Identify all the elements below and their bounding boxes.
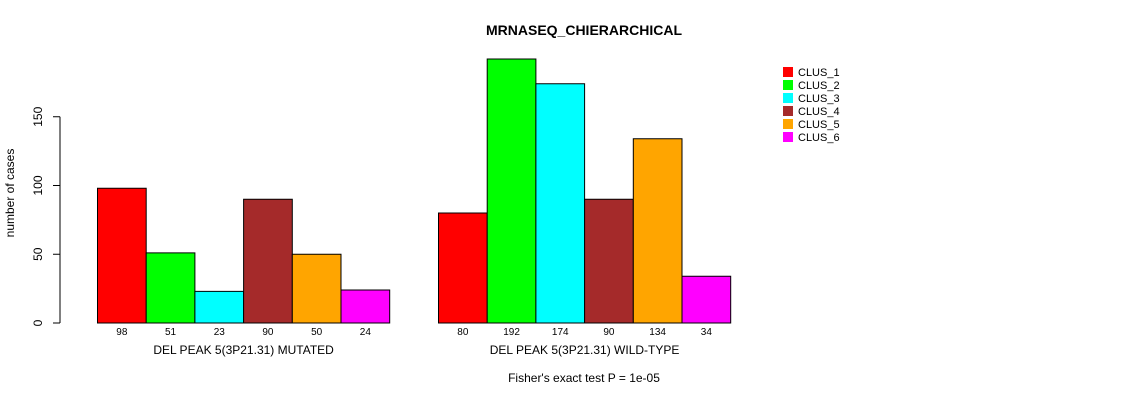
bar-value-label: 24 bbox=[360, 327, 372, 338]
legend-label: CLUS_2 bbox=[798, 80, 840, 92]
y-axis: 0 50 100 150 bbox=[31, 106, 61, 326]
legend-label: CLUS_6 bbox=[798, 132, 840, 144]
bar-value-label: 174 bbox=[552, 327, 569, 338]
bar-clus-5 bbox=[632, 138, 683, 324]
bar-clus-3 bbox=[535, 83, 586, 324]
bar-value-label: 192 bbox=[503, 327, 520, 338]
y-tick-label: 150 bbox=[31, 106, 45, 126]
bar-value-label: 50 bbox=[311, 327, 323, 338]
legend-swatch bbox=[783, 93, 793, 103]
y-axis-label: number of cases bbox=[3, 149, 17, 238]
legend-swatch bbox=[783, 106, 793, 116]
legend-swatch bbox=[783, 119, 793, 129]
bar-value-label: 98 bbox=[116, 327, 128, 338]
group-label: DEL PEAK 5(3P21.31) MUTATED bbox=[153, 343, 334, 357]
bar-value-label: 90 bbox=[262, 327, 274, 338]
bar-value-label: 90 bbox=[603, 327, 615, 338]
bar-clus-6 bbox=[681, 275, 732, 324]
legend-label: CLUS_3 bbox=[798, 93, 840, 105]
legend-label: CLUS_4 bbox=[798, 106, 840, 118]
y-tick-label: 100 bbox=[31, 175, 45, 195]
bar-clus-2 bbox=[486, 58, 537, 324]
bar-value-label: 80 bbox=[457, 327, 469, 338]
group-label: DEL PEAK 5(3P21.31) WILD-TYPE bbox=[490, 343, 680, 357]
legend-swatch bbox=[783, 132, 793, 142]
bar-clus-1 bbox=[97, 187, 147, 324]
bar-value-label: 134 bbox=[649, 327, 666, 338]
bar-clus-5 bbox=[291, 253, 342, 324]
bar-value-label: 23 bbox=[214, 327, 226, 338]
bar-clus-6 bbox=[340, 289, 391, 324]
legend-swatch bbox=[783, 67, 793, 77]
footnote: Fisher's exact test P = 1e-05 bbox=[508, 371, 660, 385]
y-tick-label: 50 bbox=[31, 247, 45, 261]
bar-value-label: 51 bbox=[165, 327, 177, 338]
bar-clus-1 bbox=[438, 212, 488, 324]
bar-clus-4 bbox=[243, 198, 293, 324]
chart-title: MRNASEQ_CHIERARCHICAL bbox=[486, 22, 682, 38]
legend-label: CLUS_5 bbox=[798, 119, 840, 131]
bar-clus-2 bbox=[145, 252, 196, 324]
legend-swatch bbox=[783, 80, 793, 90]
y-tick-label: 0 bbox=[31, 319, 45, 326]
bar-value-label: 34 bbox=[701, 327, 713, 338]
bars: 98 51 23 90 50 24 DEL PEAK 5(3P21.31) MUTATED 8… bbox=[97, 58, 732, 357]
bar-clus-4 bbox=[584, 198, 634, 324]
bar-clus-3 bbox=[194, 290, 245, 324]
legend-label: CLUS_1 bbox=[798, 67, 840, 79]
